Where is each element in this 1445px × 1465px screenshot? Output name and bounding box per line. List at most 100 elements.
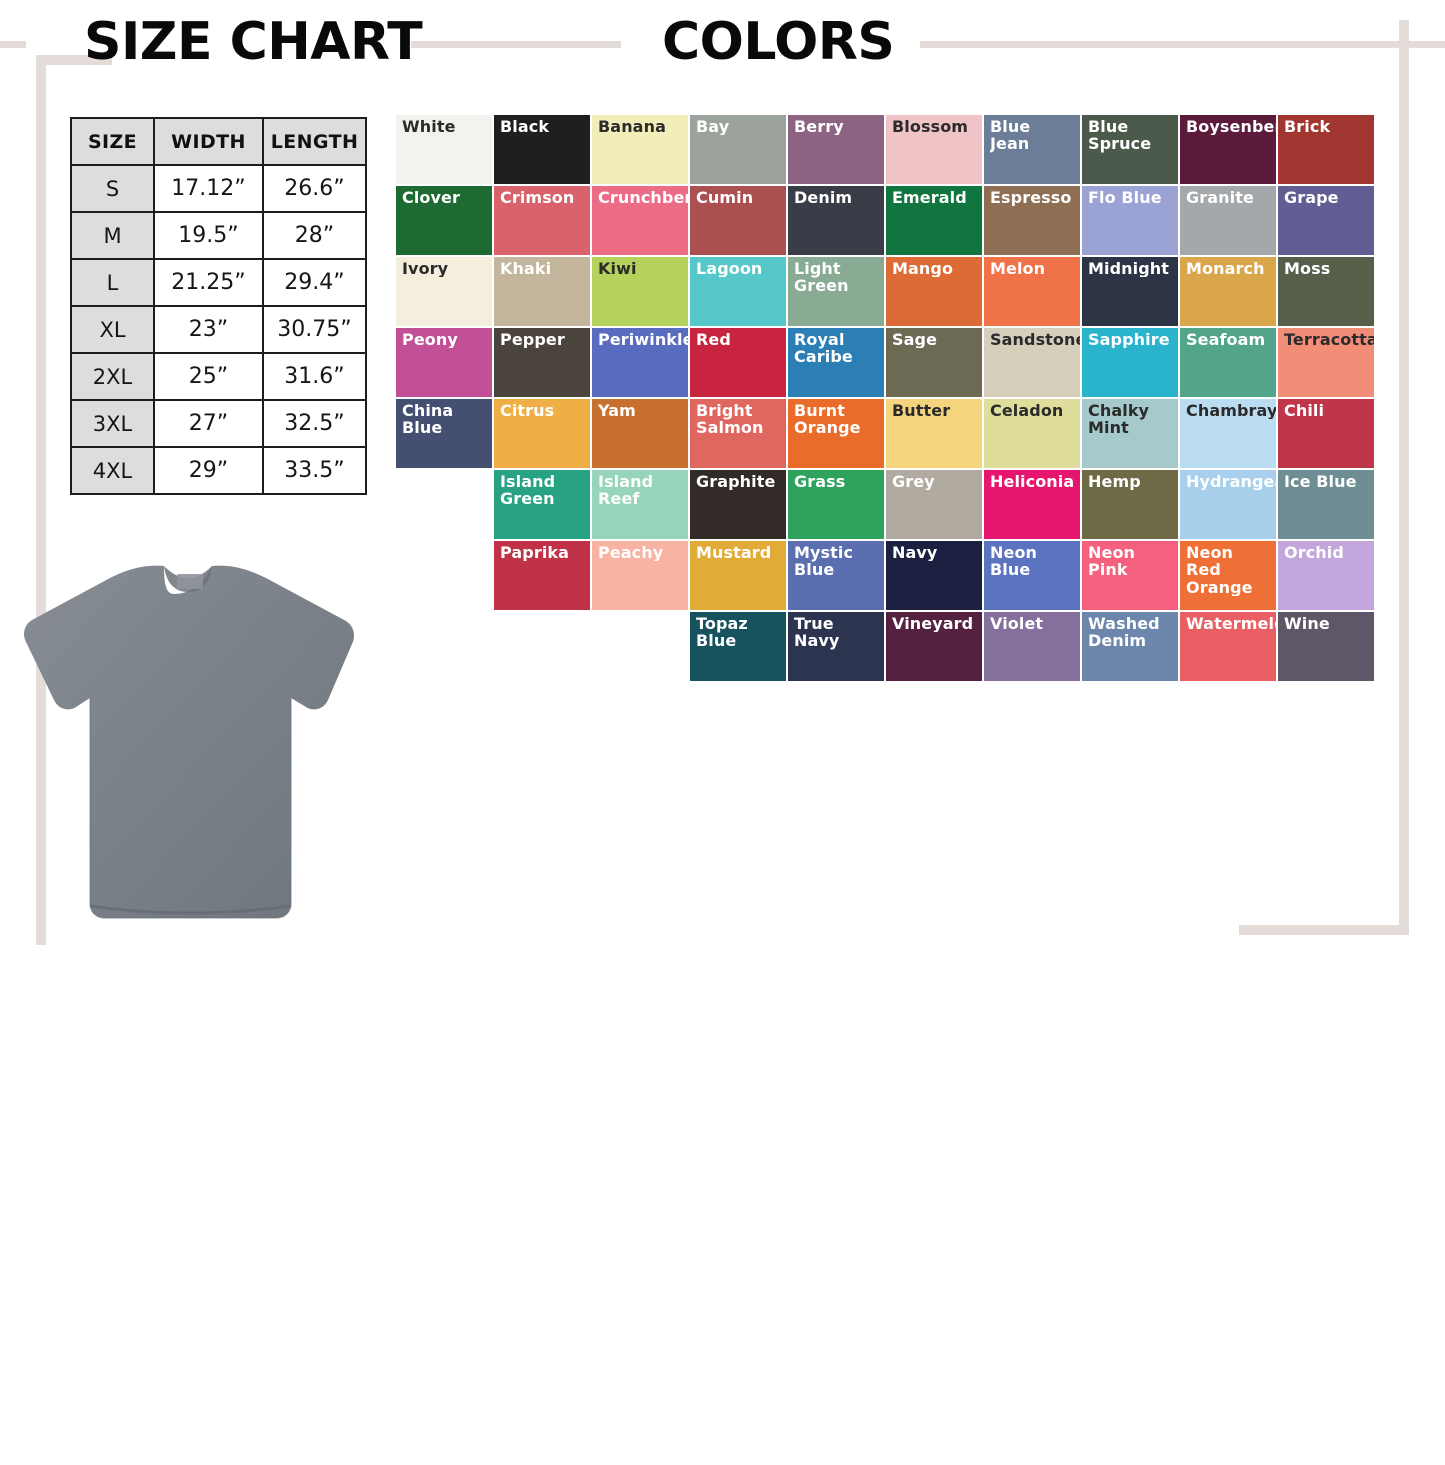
color-swatch-label: Ice Blue <box>1284 473 1357 491</box>
color-swatch-label: Topaz Blue <box>696 615 748 650</box>
color-swatch[interactable]: Grape <box>1278 186 1374 255</box>
color-swatch[interactable]: Wine <box>1278 612 1374 681</box>
color-swatch[interactable]: Peachy <box>592 541 688 610</box>
color-swatch[interactable]: Watermelon <box>1180 612 1276 681</box>
color-swatch-label: Island Reef <box>598 473 654 508</box>
color-swatch[interactable]: Bay <box>690 115 786 184</box>
color-swatch[interactable]: Ice Blue <box>1278 470 1374 539</box>
color-swatch[interactable]: Black <box>494 115 590 184</box>
color-swatch-label: Black <box>500 118 550 136</box>
color-swatch[interactable]: Hemp <box>1082 470 1178 539</box>
color-swatch[interactable]: Grass <box>788 470 884 539</box>
color-swatch-label: Midnight <box>1088 260 1170 278</box>
column-header-size: SIZE <box>70 117 155 166</box>
color-swatch[interactable]: Banana <box>592 115 688 184</box>
color-swatch[interactable]: Pepper <box>494 328 590 397</box>
color-swatch[interactable]: Chalky Mint <box>1082 399 1178 468</box>
color-swatch-label: Blue Spruce <box>1088 118 1152 153</box>
cell-length: 29.4” <box>262 258 367 307</box>
color-swatch[interactable]: Sapphire <box>1082 328 1178 397</box>
color-swatch[interactable]: Violet <box>984 612 1080 681</box>
color-swatch[interactable]: Chambray <box>1180 399 1276 468</box>
color-swatch[interactable]: Clover <box>396 186 492 255</box>
color-swatch[interactable]: Hydrangea <box>1180 470 1276 539</box>
color-swatch[interactable]: Citrus <box>494 399 590 468</box>
color-swatch[interactable]: Sandstone <box>984 328 1080 397</box>
color-swatch[interactable]: Washed Denim <box>1082 612 1178 681</box>
color-swatch[interactable]: Yam <box>592 399 688 468</box>
color-swatch[interactable]: Moss <box>1278 257 1374 326</box>
color-swatch-label: Light Green <box>794 260 849 295</box>
color-swatch[interactable]: Chili <box>1278 399 1374 468</box>
color-swatch[interactable]: Khaki <box>494 257 590 326</box>
color-swatch[interactable]: Lagoon <box>690 257 786 326</box>
color-swatch[interactable]: Denim <box>788 186 884 255</box>
color-swatch[interactable]: Flo Blue <box>1082 186 1178 255</box>
cell-size: M <box>70 211 155 260</box>
color-swatch[interactable]: Emerald <box>886 186 982 255</box>
color-swatch[interactable]: Neon Pink <box>1082 541 1178 610</box>
color-swatch[interactable]: Espresso <box>984 186 1080 255</box>
color-swatch-label: Brick <box>1284 118 1331 136</box>
color-swatch[interactable]: Peony <box>396 328 492 397</box>
color-swatch[interactable]: Topaz Blue <box>690 612 786 681</box>
table-row: M 19.5” 28” <box>70 211 367 260</box>
color-swatch[interactable]: Red <box>690 328 786 397</box>
color-swatch-label: Blue Jean <box>990 118 1031 153</box>
color-swatch[interactable]: Melon <box>984 257 1080 326</box>
color-swatch[interactable]: Island Green <box>494 470 590 539</box>
color-swatch[interactable]: Blossom <box>886 115 982 184</box>
color-swatch[interactable]: Mystic Blue <box>788 541 884 610</box>
color-swatch[interactable]: Butter <box>886 399 982 468</box>
color-swatch[interactable]: Kiwi <box>592 257 688 326</box>
color-swatch[interactable]: Island Reef <box>592 470 688 539</box>
color-swatch[interactable]: Ivory <box>396 257 492 326</box>
cell-width: 29” <box>153 446 264 495</box>
color-swatch-label: Berry <box>794 118 844 136</box>
color-swatch[interactable]: China Blue <box>396 399 492 468</box>
color-swatch[interactable]: Mango <box>886 257 982 326</box>
color-swatch[interactable]: Monarch <box>1180 257 1276 326</box>
color-swatch-label: Periwinkle <box>598 331 688 349</box>
color-swatch[interactable]: Seafoam <box>1180 328 1276 397</box>
color-swatch[interactable]: Brick <box>1278 115 1374 184</box>
color-swatch[interactable]: Royal Caribe <box>788 328 884 397</box>
color-swatch[interactable]: Crimson <box>494 186 590 255</box>
color-swatch[interactable]: Sage <box>886 328 982 397</box>
color-swatch[interactable]: Neon Red Orange <box>1180 541 1276 610</box>
color-swatch[interactable]: Celadon <box>984 399 1080 468</box>
color-swatch[interactable]: Mustard <box>690 541 786 610</box>
color-swatch[interactable]: Midnight <box>1082 257 1178 326</box>
color-swatch[interactable]: Granite <box>1180 186 1276 255</box>
color-swatch-label: Pepper <box>500 331 565 349</box>
color-swatch[interactable]: Berry <box>788 115 884 184</box>
color-swatch[interactable]: Terracotta <box>1278 328 1374 397</box>
column-header-width: WIDTH <box>153 117 264 166</box>
color-swatch[interactable]: True Navy <box>788 612 884 681</box>
color-swatch[interactable]: Navy <box>886 541 982 610</box>
color-swatch[interactable]: Crunchberry <box>592 186 688 255</box>
color-swatch[interactable]: Grey <box>886 470 982 539</box>
color-swatch[interactable]: Paprika <box>494 541 590 610</box>
color-swatch-label: Wine <box>1284 615 1330 633</box>
color-swatch-label: Celadon <box>990 402 1064 420</box>
color-swatch[interactable]: Bright Salmon <box>690 399 786 468</box>
color-swatch[interactable]: Heliconia <box>984 470 1080 539</box>
color-swatch[interactable]: Blue Jean <box>984 115 1080 184</box>
color-swatch-label: Island Green <box>500 473 556 508</box>
table-row: S 17.12” 26.6” <box>70 164 367 213</box>
color-swatch-label: Seafoam <box>1186 331 1266 349</box>
color-swatch[interactable]: Boysenberry <box>1180 115 1276 184</box>
color-swatch[interactable]: Cumin <box>690 186 786 255</box>
color-swatch[interactable]: Light Green <box>788 257 884 326</box>
color-swatch[interactable]: Blue Spruce <box>1082 115 1178 184</box>
color-swatch[interactable]: Periwinkle <box>592 328 688 397</box>
color-swatch-label: Neon Red Orange <box>1186 544 1253 596</box>
color-swatch[interactable]: White <box>396 115 492 184</box>
color-swatch[interactable]: Burnt Orange <box>788 399 884 468</box>
color-swatch[interactable]: Vineyard <box>886 612 982 681</box>
color-swatch-label: Chalky Mint <box>1088 402 1150 437</box>
color-swatch[interactable]: Graphite <box>690 470 786 539</box>
color-swatch[interactable]: Neon Blue <box>984 541 1080 610</box>
color-swatch[interactable]: Orchid <box>1278 541 1374 610</box>
